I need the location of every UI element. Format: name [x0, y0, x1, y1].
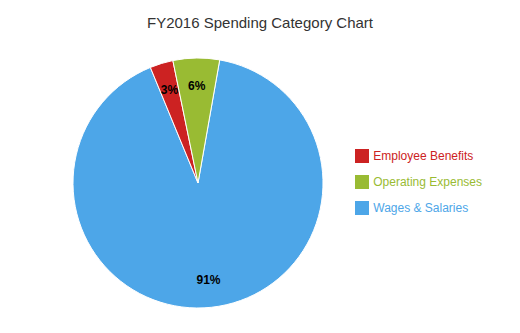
svg-text:3%: 3%	[161, 83, 179, 97]
html-text:FY2016 Spending Category Chart: FY2016 Spending Category Chart	[147, 14, 373, 31]
svg-text:91%: 91%	[197, 273, 221, 287]
html-text:Employee Benefits: Employee Benefits	[373, 148, 474, 163]
html-text:Operating Expenses: Operating Expenses	[373, 174, 482, 189]
svg-text:6%: 6%	[188, 79, 206, 93]
html-text:Wages & Salaries: Wages & Salaries	[373, 200, 469, 215]
